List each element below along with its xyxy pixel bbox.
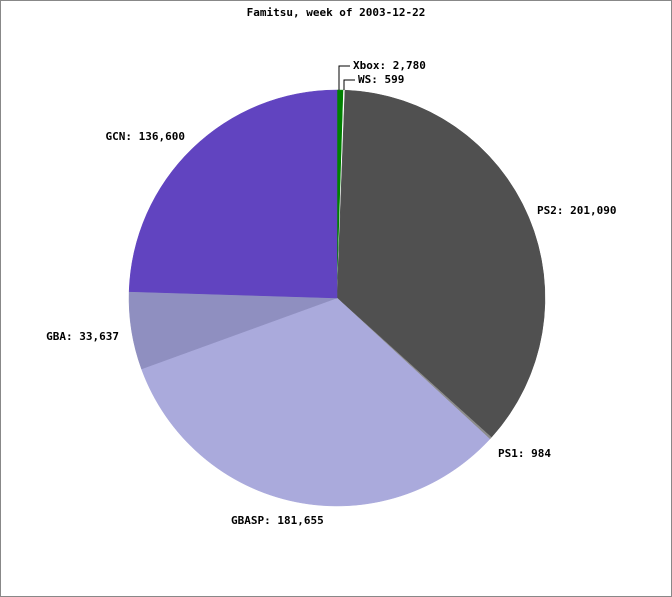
chart-title: Famitsu, week of 2003-12-22 [247, 6, 426, 19]
slice-label: PS1: 984 [498, 447, 551, 460]
pie-slice [336, 89, 546, 438]
leader-line [338, 65, 350, 90]
slice-label: GBA: 33,637 [46, 330, 119, 343]
pie-slice [141, 297, 491, 507]
slice-label: WS: 599 [358, 73, 404, 86]
pie-slice [128, 89, 338, 299]
slice-label: Xbox: 2,780 [353, 59, 426, 72]
slice-label: GCN: 136,600 [106, 130, 185, 143]
leader-line [343, 79, 355, 90]
slice-label: PS2: 201,090 [537, 204, 616, 217]
slice-label: GBASP: 181,655 [231, 514, 324, 527]
